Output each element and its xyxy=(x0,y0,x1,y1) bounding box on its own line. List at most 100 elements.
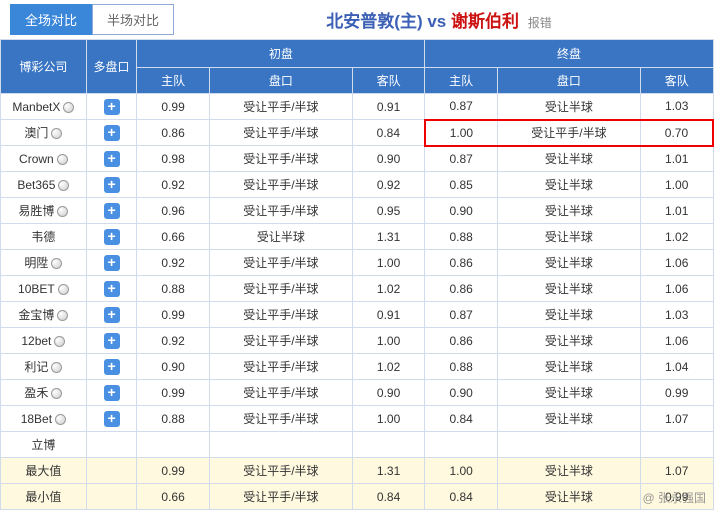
multi-cell: + xyxy=(86,380,137,406)
expand-button[interactable]: + xyxy=(104,99,120,115)
company-cell[interactable]: 立博 xyxy=(1,432,87,458)
table-row: 明陞+0.92受让平手/半球1.000.86受让半球1.06 xyxy=(1,250,714,276)
tab-full[interactable]: 全场对比 xyxy=(10,4,92,35)
initial-away: 0.90 xyxy=(352,380,425,406)
expand-button[interactable]: + xyxy=(104,333,120,349)
soccer-icon xyxy=(57,310,68,321)
multi-cell: + xyxy=(86,276,137,302)
initial-home: 0.99 xyxy=(137,302,210,328)
company-cell[interactable]: 利记 xyxy=(1,354,87,380)
expand-button[interactable]: + xyxy=(104,411,120,427)
summary-ihcp: 受让平手/半球 xyxy=(209,458,352,484)
initial-away: 0.95 xyxy=(352,198,425,224)
watermark: @ 张永强国 xyxy=(642,489,706,506)
th-fhome: 主队 xyxy=(425,68,498,94)
soccer-icon xyxy=(58,284,69,295)
final-away: 1.00 xyxy=(640,172,713,198)
th-multi: 多盘口 xyxy=(86,40,137,94)
final-home: 0.86 xyxy=(425,250,498,276)
company-cell[interactable]: 金宝博 xyxy=(1,302,87,328)
company-cell[interactable]: 12bet xyxy=(1,328,87,354)
initial-away xyxy=(352,432,425,458)
company-cell[interactable]: Crown xyxy=(1,146,87,172)
expand-button[interactable]: + xyxy=(104,359,120,375)
final-away: 1.01 xyxy=(640,198,713,224)
company-cell[interactable]: 盈禾 xyxy=(1,380,87,406)
th-ihome: 主队 xyxy=(137,68,210,94)
initial-away: 1.31 xyxy=(352,224,425,250)
summary-fhcp: 受让半球 xyxy=(497,484,640,510)
away-team: 谢斯伯利 xyxy=(451,12,519,31)
company-cell[interactable]: 10BET xyxy=(1,276,87,302)
expand-button[interactable]: + xyxy=(104,151,120,167)
initial-away: 0.92 xyxy=(352,172,425,198)
initial-hcp: 受让平手/半球 xyxy=(209,380,352,406)
summary-ih: 0.66 xyxy=(137,484,210,510)
final-away: 1.01 xyxy=(640,146,713,172)
initial-hcp: 受让平手/半球 xyxy=(209,172,352,198)
soccer-icon xyxy=(51,388,62,399)
table-row: Bet365+0.92受让平手/半球0.920.85受让半球1.00 xyxy=(1,172,714,198)
summary-ihcp: 受让平手/半球 xyxy=(209,484,352,510)
initial-hcp: 受让平手/半球 xyxy=(209,250,352,276)
initial-home: 0.99 xyxy=(137,380,210,406)
company-cell[interactable]: 韦德 xyxy=(1,224,87,250)
expand-button[interactable]: + xyxy=(104,255,120,271)
initial-hcp: 受让平手/半球 xyxy=(209,406,352,432)
initial-home: 0.66 xyxy=(137,224,210,250)
initial-hcp xyxy=(209,432,352,458)
summary-empty xyxy=(86,484,137,510)
final-away: 1.06 xyxy=(640,250,713,276)
initial-away: 0.90 xyxy=(352,146,425,172)
final-hcp: 受让半球 xyxy=(497,94,640,120)
summary-ia: 1.31 xyxy=(352,458,425,484)
final-hcp: 受让半球 xyxy=(497,146,640,172)
expand-button[interactable]: + xyxy=(104,203,120,219)
table-row: 盈禾+0.99受让平手/半球0.900.90受让半球0.99 xyxy=(1,380,714,406)
expand-button[interactable]: + xyxy=(104,281,120,297)
soccer-icon xyxy=(57,206,68,217)
expand-button[interactable]: + xyxy=(104,177,120,193)
tabs-bar: 全场对比 半场对比 北安普敦(主) vs 谢斯伯利 报错 xyxy=(0,0,714,39)
th-final: 终盘 xyxy=(425,40,713,68)
company-cell[interactable]: 易胜博 xyxy=(1,198,87,224)
initial-home: 0.96 xyxy=(137,198,210,224)
summary-fhcp: 受让半球 xyxy=(497,458,640,484)
table-row: ManbetX+0.99受让平手/半球0.910.87受让半球1.03 xyxy=(1,94,714,120)
final-hcp: 受让半球 xyxy=(497,276,640,302)
final-hcp: 受让半球 xyxy=(497,172,640,198)
multi-cell: + xyxy=(86,328,137,354)
summary-label: 最小值 xyxy=(1,484,87,510)
summary-fh: 0.84 xyxy=(425,484,498,510)
company-cell[interactable]: ManbetX xyxy=(1,94,87,120)
initial-away: 0.91 xyxy=(352,302,425,328)
final-away: 1.06 xyxy=(640,276,713,302)
final-away: 1.04 xyxy=(640,354,713,380)
final-hcp: 受让平手/半球 xyxy=(497,120,640,146)
company-cell[interactable]: 明陞 xyxy=(1,250,87,276)
expand-button[interactable]: + xyxy=(104,125,120,141)
final-home: 0.87 xyxy=(425,146,498,172)
expand-button[interactable]: + xyxy=(104,385,120,401)
summary-label: 最大值 xyxy=(1,458,87,484)
final-home: 1.00 xyxy=(425,120,498,146)
final-hcp: 受让半球 xyxy=(497,224,640,250)
company-cell[interactable]: 澳门 xyxy=(1,120,87,146)
company-cell[interactable]: Bet365 xyxy=(1,172,87,198)
table-row: 金宝博+0.99受让平手/半球0.910.87受让半球1.03 xyxy=(1,302,714,328)
final-home: 0.87 xyxy=(425,302,498,328)
report-error-link[interactable]: 报错 xyxy=(528,16,552,30)
company-cell[interactable]: 18Bet xyxy=(1,406,87,432)
initial-away: 1.00 xyxy=(352,250,425,276)
th-initial: 初盘 xyxy=(137,40,425,68)
final-home: 0.84 xyxy=(425,406,498,432)
final-hcp: 受让半球 xyxy=(497,328,640,354)
final-away: 1.03 xyxy=(640,302,713,328)
final-hcp: 受让半球 xyxy=(497,198,640,224)
expand-button[interactable]: + xyxy=(104,307,120,323)
expand-button[interactable]: + xyxy=(104,229,120,245)
home-team: 北安普敦(主) xyxy=(326,12,422,31)
tab-half[interactable]: 半场对比 xyxy=(92,4,174,35)
multi-cell: + xyxy=(86,120,137,146)
initial-away: 1.02 xyxy=(352,354,425,380)
